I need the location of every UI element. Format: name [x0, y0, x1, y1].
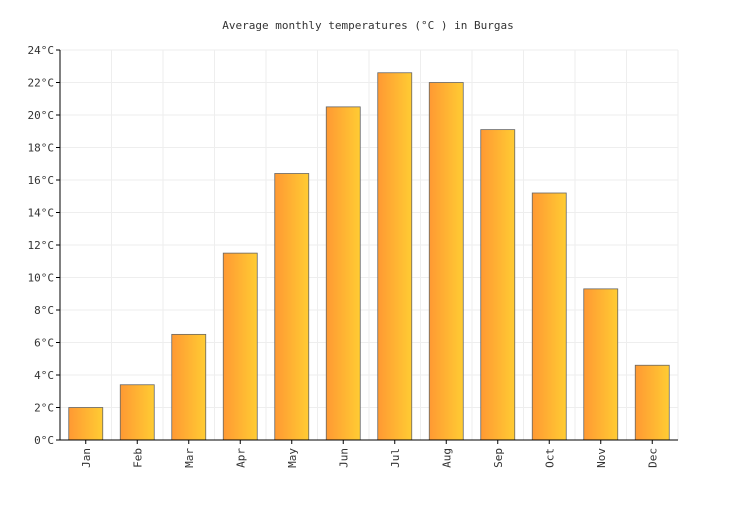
- x-tick-label: Aug: [440, 448, 453, 468]
- x-tick-label: Nov: [595, 448, 608, 468]
- bar-nov: [583, 288, 619, 441]
- x-tick-label: Jul: [389, 448, 402, 468]
- bar-dec: [634, 364, 670, 441]
- bar-sep: [480, 129, 516, 441]
- bar-mar: [171, 333, 207, 441]
- y-tick-label: 24°C: [28, 44, 55, 57]
- y-tick-label: 18°C: [28, 142, 55, 155]
- x-tick-label: Feb: [131, 448, 144, 468]
- y-tick-label: 20°C: [28, 109, 55, 122]
- bar-jan: [68, 407, 104, 441]
- x-tick-label: Oct: [543, 448, 556, 468]
- x-axis-ticks: Jan Feb Mar Apr May Jun Jul Aug Sep Oct Nov Dec: [80, 440, 659, 468]
- bar-aug: [428, 82, 464, 441]
- bar-jun: [325, 106, 361, 441]
- y-axis-ticks: 0°C 2°C 4°C 6°C 8°C 10°C 12°C 14°C 16°C 18°C 20°C 2…: [28, 44, 60, 447]
- y-tick-label: 16°C: [28, 174, 55, 187]
- y-tick-label: 2°C: [34, 402, 54, 415]
- x-tick-label: May: [286, 448, 299, 468]
- x-tick-label: Mar: [183, 448, 196, 468]
- grid-lines: [60, 49, 679, 440]
- x-tick-label: Sep: [492, 448, 505, 468]
- chart-title: Average monthly temperatures (°C ) in Bu…: [222, 19, 513, 32]
- x-tick-label: Jan: [80, 448, 93, 468]
- bars: [68, 72, 670, 441]
- bar-jul: [377, 72, 413, 441]
- y-tick-label: 22°C: [28, 77, 55, 90]
- y-tick-label: 14°C: [28, 207, 55, 220]
- y-tick-label: 10°C: [28, 272, 55, 285]
- bar-oct: [531, 192, 567, 441]
- bar-feb: [119, 384, 155, 441]
- y-tick-label: 12°C: [28, 239, 55, 252]
- x-tick-label: Jun: [337, 448, 350, 468]
- y-tick-label: 6°C: [34, 337, 54, 350]
- bar-may: [274, 173, 310, 441]
- bar-apr: [222, 252, 258, 441]
- x-tick-label: Apr: [234, 448, 247, 468]
- x-tick-label: Dec: [646, 448, 659, 468]
- y-tick-label: 4°C: [34, 369, 54, 382]
- y-tick-label: 8°C: [34, 304, 54, 317]
- y-tick-label: 0°C: [34, 434, 54, 447]
